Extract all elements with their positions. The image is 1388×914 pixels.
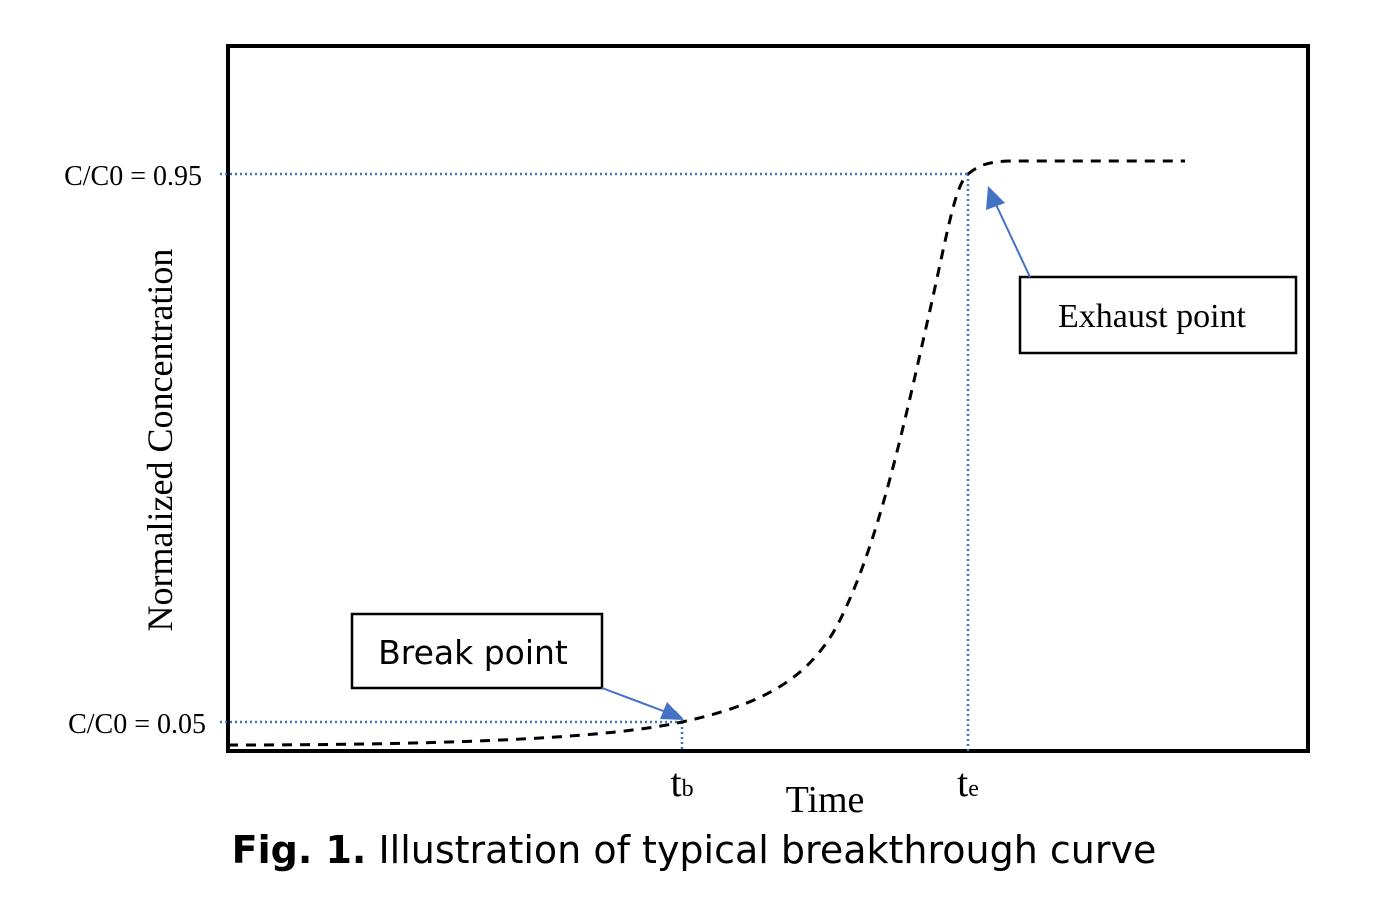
exhaust-point-box — [1018, 275, 1298, 355]
caption-text: Illustration of typical breakthrough cur… — [366, 828, 1157, 872]
plot-frame — [226, 44, 1310, 753]
exhaust-point-arrow — [991, 195, 1031, 278]
exhaust-point-arrowhead — [986, 186, 1005, 210]
break-time-mark: tb — [670, 760, 693, 805]
breakthrough-curve — [227, 159, 1185, 747]
exhaust-time-mark: te — [957, 760, 979, 805]
break-point-box — [350, 612, 604, 690]
upper-level-label: C/C0 = 0.95 — [64, 161, 202, 192]
y-axis-title: Normalized Concentration — [140, 249, 180, 632]
exhaust-point-label: Exhaust point — [1058, 298, 1246, 335]
break-time-base: t — [670, 760, 681, 805]
break-point-arrowhead — [660, 702, 684, 720]
lower-level-label: C/C0 = 0.05 — [68, 709, 206, 740]
exhaust-time-base: t — [957, 760, 968, 805]
exhaust-time-sub: e — [968, 776, 979, 802]
figure-caption: Fig. 1. Illustration of typical breakthr… — [0, 828, 1388, 872]
caption-label: Fig. 1. — [231, 828, 367, 872]
x-axis-title: Time — [786, 779, 865, 821]
break-time-sub: b — [682, 776, 694, 802]
break-point-label: Break point — [378, 633, 568, 672]
